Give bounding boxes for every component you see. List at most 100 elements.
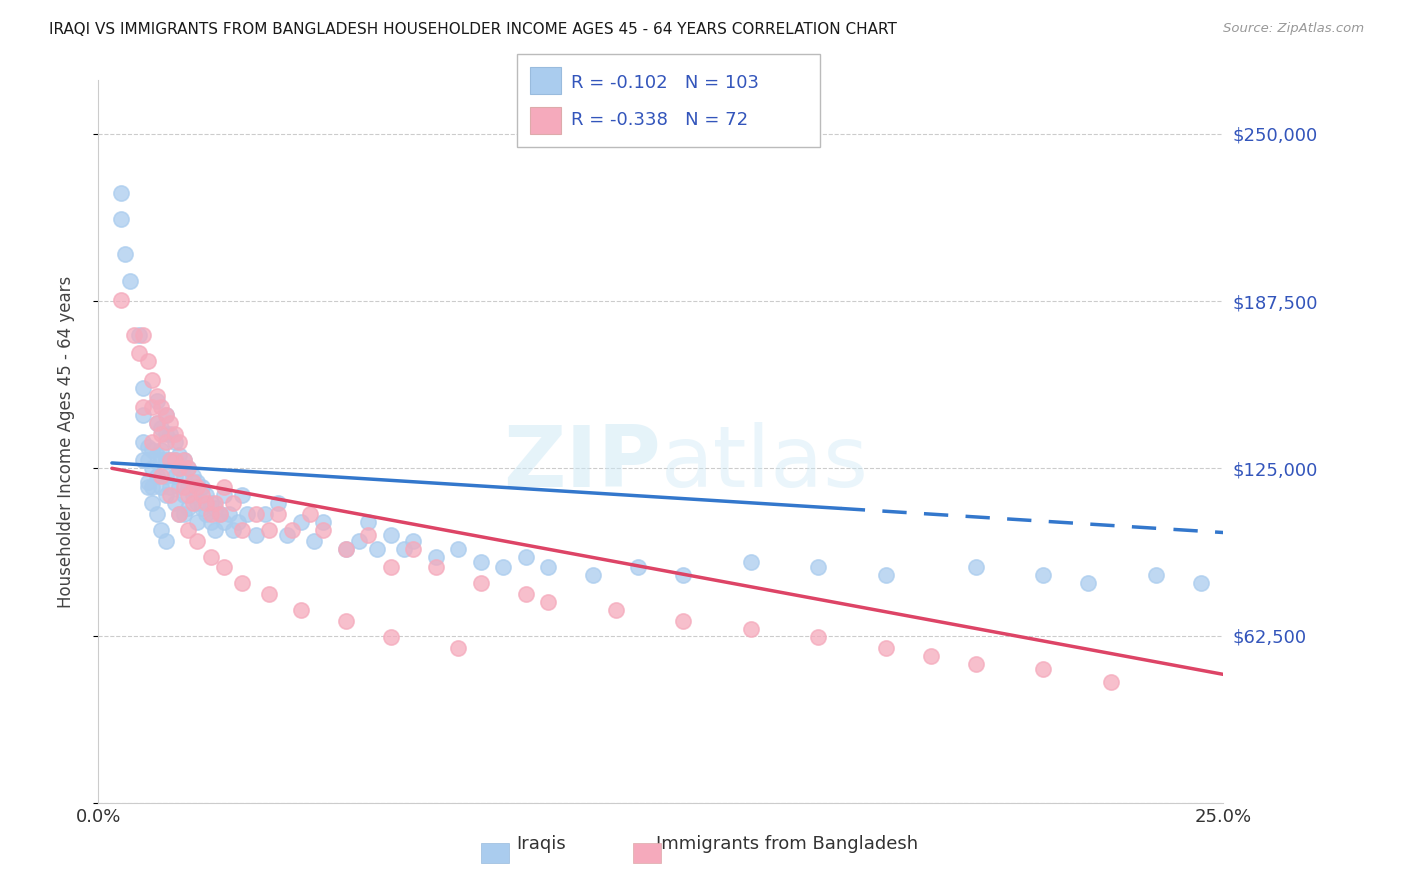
Point: [128, 327, 150, 342]
Point: [537, 560, 560, 574]
Point: [169, 461, 191, 475]
Point: [214, 560, 236, 574]
Point: [380, 528, 402, 542]
Point: [200, 549, 222, 564]
Point: [181, 475, 204, 489]
Point: [208, 507, 231, 521]
Point: [181, 469, 204, 483]
Point: [110, 293, 132, 307]
Point: [380, 630, 402, 644]
Point: [537, 595, 560, 609]
Point: [163, 469, 186, 483]
Text: IRAQI VS IMMIGRANTS FROM BANGLADESH HOUSEHOLDER INCOME AGES 45 - 64 YEARS CORREL: IRAQI VS IMMIGRANTS FROM BANGLADESH HOUS…: [49, 22, 897, 37]
Point: [177, 501, 200, 516]
Point: [425, 560, 447, 574]
Point: [204, 523, 226, 537]
Point: [740, 622, 762, 636]
Point: [136, 475, 159, 489]
Point: [214, 480, 236, 494]
Point: [186, 480, 208, 494]
Point: [169, 480, 191, 494]
Point: [875, 640, 897, 655]
Point: [155, 408, 177, 422]
Point: [177, 461, 200, 475]
Point: [195, 488, 218, 502]
Point: [155, 434, 177, 449]
Point: [875, 568, 897, 582]
Point: [146, 448, 169, 462]
Point: [394, 541, 416, 556]
Text: atlas: atlas: [661, 422, 869, 505]
Point: [159, 453, 181, 467]
Point: [195, 496, 218, 510]
Point: [267, 496, 290, 510]
Point: [335, 614, 357, 628]
Point: [1032, 568, 1054, 582]
Point: [191, 480, 214, 494]
Point: [218, 507, 240, 521]
Point: [236, 507, 259, 521]
Point: [155, 488, 177, 502]
Point: [132, 408, 155, 422]
Point: [150, 523, 173, 537]
Y-axis label: Householder Income Ages 45 - 64 years: Householder Income Ages 45 - 64 years: [56, 276, 75, 607]
Point: [380, 560, 402, 574]
Point: [290, 515, 312, 529]
Point: [169, 434, 191, 449]
Point: [582, 568, 605, 582]
Text: ZIP: ZIP: [503, 422, 661, 505]
Point: [141, 442, 163, 457]
Point: [281, 523, 304, 537]
Point: [136, 453, 159, 467]
Point: [159, 453, 181, 467]
Text: Iraqis: Iraqis: [516, 835, 567, 853]
Point: [141, 480, 163, 494]
Point: [146, 394, 169, 409]
Point: [312, 515, 335, 529]
Point: [181, 488, 204, 502]
Point: [159, 426, 181, 441]
Point: [146, 389, 169, 403]
Point: [141, 400, 163, 414]
Point: [965, 657, 987, 671]
Point: [447, 541, 470, 556]
Point: [204, 501, 226, 516]
Point: [114, 247, 136, 261]
Point: [492, 560, 515, 574]
Point: [402, 541, 425, 556]
Point: [177, 488, 200, 502]
Point: [259, 587, 281, 601]
Point: [163, 496, 186, 510]
Point: [136, 480, 159, 494]
Point: [155, 469, 177, 483]
Point: [150, 453, 173, 467]
Point: [150, 426, 173, 441]
Point: [163, 434, 186, 449]
Point: [155, 426, 177, 441]
Text: R = -0.102   N = 103: R = -0.102 N = 103: [571, 74, 759, 92]
Point: [141, 373, 163, 387]
Point: [163, 453, 186, 467]
Point: [169, 507, 191, 521]
Point: [740, 555, 762, 569]
Point: [191, 488, 214, 502]
Point: [177, 523, 200, 537]
Point: [214, 515, 236, 529]
Point: [150, 480, 173, 494]
Point: [177, 480, 200, 494]
Point: [402, 533, 425, 548]
Point: [366, 541, 388, 556]
Point: [141, 496, 163, 510]
Point: [965, 560, 987, 574]
Point: [191, 501, 214, 516]
Point: [245, 507, 267, 521]
Point: [132, 453, 155, 467]
Point: [515, 587, 537, 601]
Point: [222, 496, 245, 510]
Point: [1144, 568, 1167, 582]
Point: [169, 461, 191, 475]
Point: [150, 442, 173, 457]
Point: [146, 416, 169, 430]
Point: [335, 541, 357, 556]
Point: [807, 560, 830, 574]
